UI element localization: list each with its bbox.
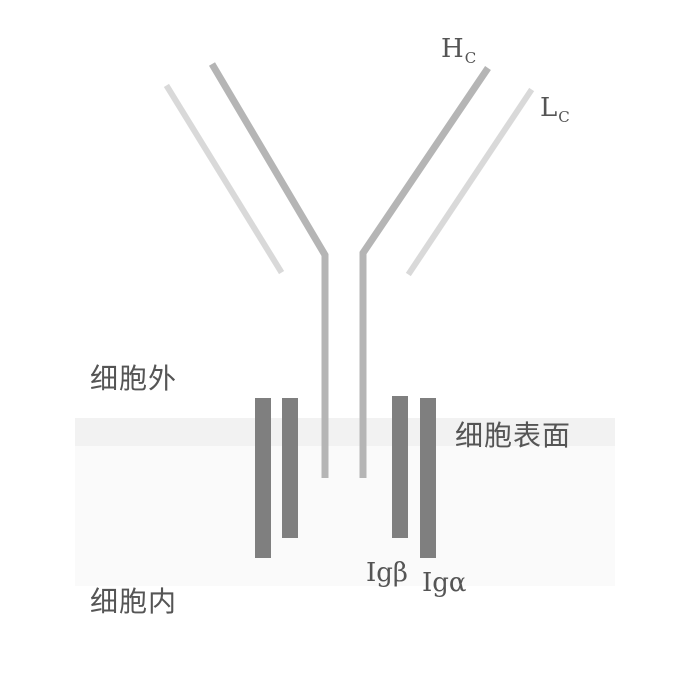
light-chain-left — [163, 83, 285, 275]
ig-alpha-bar — [420, 398, 436, 558]
ig-beta-label: Igβ — [366, 558, 408, 588]
extracellular-label: 细胞外 — [90, 362, 178, 395]
heavy-chain-label: HC — [441, 34, 476, 66]
heavy-chain-subscript: C — [464, 49, 477, 67]
light-chain-right — [405, 87, 535, 277]
ig-bar-left-outer — [255, 398, 271, 558]
light-chain-subscript: C — [558, 108, 570, 126]
intracellular-shading — [75, 446, 615, 586]
ig-alpha-label: Igα — [422, 568, 467, 598]
heavy-chain-left — [208, 62, 329, 478]
cell-surface-label: 细胞表面 — [455, 419, 572, 452]
intracellular-label: 细胞内 — [90, 585, 178, 618]
heavy-chain-right — [359, 66, 491, 478]
ig-bar-left-inner — [282, 398, 298, 538]
light-chain-label: LC — [540, 93, 570, 125]
ig-beta-bar — [392, 396, 408, 538]
heavy-chain-letter: H — [441, 34, 464, 64]
membrane-band — [75, 418, 615, 446]
light-chain-letter: L — [540, 93, 558, 123]
